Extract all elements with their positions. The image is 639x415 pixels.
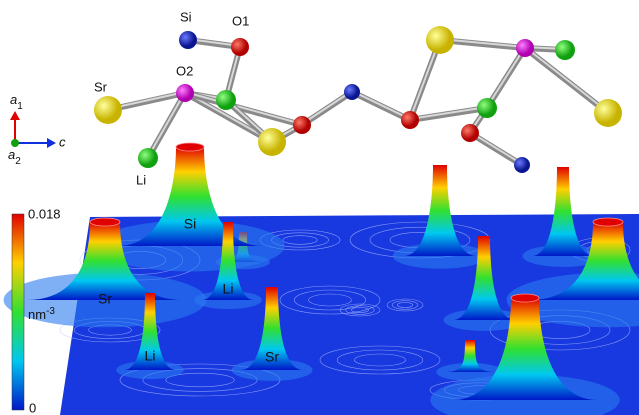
atom <box>344 84 360 100</box>
peak-label: Li <box>145 348 156 364</box>
atom-label: O2 <box>176 63 193 78</box>
atom <box>231 38 249 56</box>
axis-letter: a <box>10 92 17 107</box>
atom-label: Li <box>136 172 146 187</box>
peak-label: Sr <box>265 349 279 365</box>
arrow-head <box>47 138 56 148</box>
atom <box>258 128 286 156</box>
unit: nm <box>28 307 46 322</box>
axis-subscript: 2 <box>15 156 21 167</box>
bond-highlight <box>487 47 525 107</box>
atom <box>94 96 122 124</box>
axis-dot <box>11 139 19 147</box>
atom <box>293 116 311 134</box>
axes-icon: a1 a2 c <box>8 92 66 166</box>
atom-label: O1 <box>232 13 249 28</box>
unit-exponent: -3 <box>46 306 55 317</box>
peak-label: Si <box>184 216 196 232</box>
atom <box>179 31 197 49</box>
atom <box>176 84 194 102</box>
atom <box>594 99 622 127</box>
colorbar-max: 0.018 <box>28 206 61 221</box>
peak-cap <box>511 294 539 302</box>
colorbar: 0.018 0 nm-3 <box>12 206 61 415</box>
atom <box>461 124 479 142</box>
figure: SiSrLiLiSr Si O1 Sr O2 Li a1 a2 c 0.018 … <box>0 0 639 415</box>
atom <box>477 98 497 118</box>
axis-label: a1 <box>10 92 23 111</box>
axis-label: c <box>59 134 66 149</box>
axis-subscript: 1 <box>17 101 23 112</box>
peak-cap <box>176 143 204 151</box>
axis-label: a2 <box>8 147 21 166</box>
bond-highlight <box>302 91 352 124</box>
atom-label: Si <box>180 9 192 24</box>
atom <box>138 148 158 168</box>
peak-label: Li <box>223 281 234 297</box>
atom <box>216 90 236 110</box>
axis-letter: a <box>8 147 15 162</box>
atom <box>426 26 454 54</box>
atom <box>516 39 534 57</box>
atom-label: Sr <box>94 79 108 94</box>
colorbar-min: 0 <box>29 400 36 415</box>
peak-cap <box>90 218 120 226</box>
atom <box>555 40 575 60</box>
atom <box>514 157 530 173</box>
peak-cap <box>593 218 623 226</box>
colorbar-scale <box>12 214 24 410</box>
bond-highlight <box>410 107 487 119</box>
peak-label: Sr <box>98 291 112 307</box>
atom <box>401 111 419 129</box>
bond-highlight <box>352 91 410 119</box>
arrow-head <box>10 111 20 120</box>
